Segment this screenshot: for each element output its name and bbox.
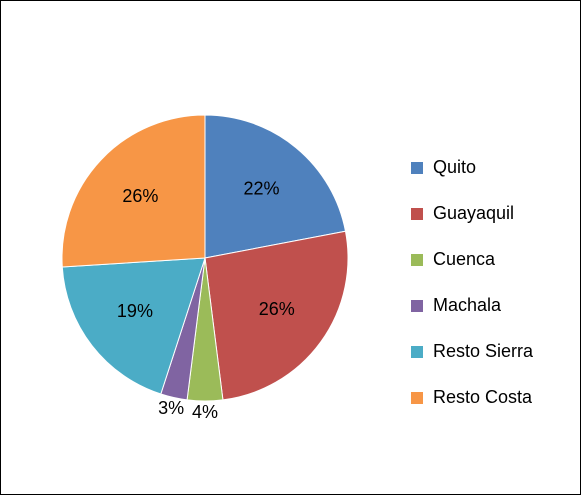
- legend-label: Cuenca: [433, 249, 496, 269]
- legend-swatch: [411, 254, 423, 266]
- legend-swatch: [411, 392, 423, 404]
- pie-slice: [61, 257, 206, 395]
- legend-label: Resto Costa: [433, 387, 533, 407]
- legend-swatch: [411, 208, 423, 220]
- legend-label: Guayaquil: [433, 203, 514, 223]
- legend-swatch: [411, 162, 423, 174]
- data-label: 26%: [122, 186, 158, 206]
- data-label: 4%: [192, 402, 218, 422]
- data-label: 3%: [158, 398, 184, 418]
- data-label: 26%: [259, 299, 295, 319]
- legend-swatch: [411, 300, 423, 312]
- legend-label: Resto Sierra: [433, 341, 534, 361]
- pie-slice: [61, 114, 206, 268]
- legend-label: Machala: [433, 295, 502, 315]
- legend-label: Quito: [433, 157, 476, 177]
- legend-swatch: [411, 346, 423, 358]
- pie-slice: [204, 114, 347, 259]
- pie-slice: [204, 230, 349, 401]
- data-label: 19%: [117, 301, 153, 321]
- data-label: 22%: [243, 178, 279, 198]
